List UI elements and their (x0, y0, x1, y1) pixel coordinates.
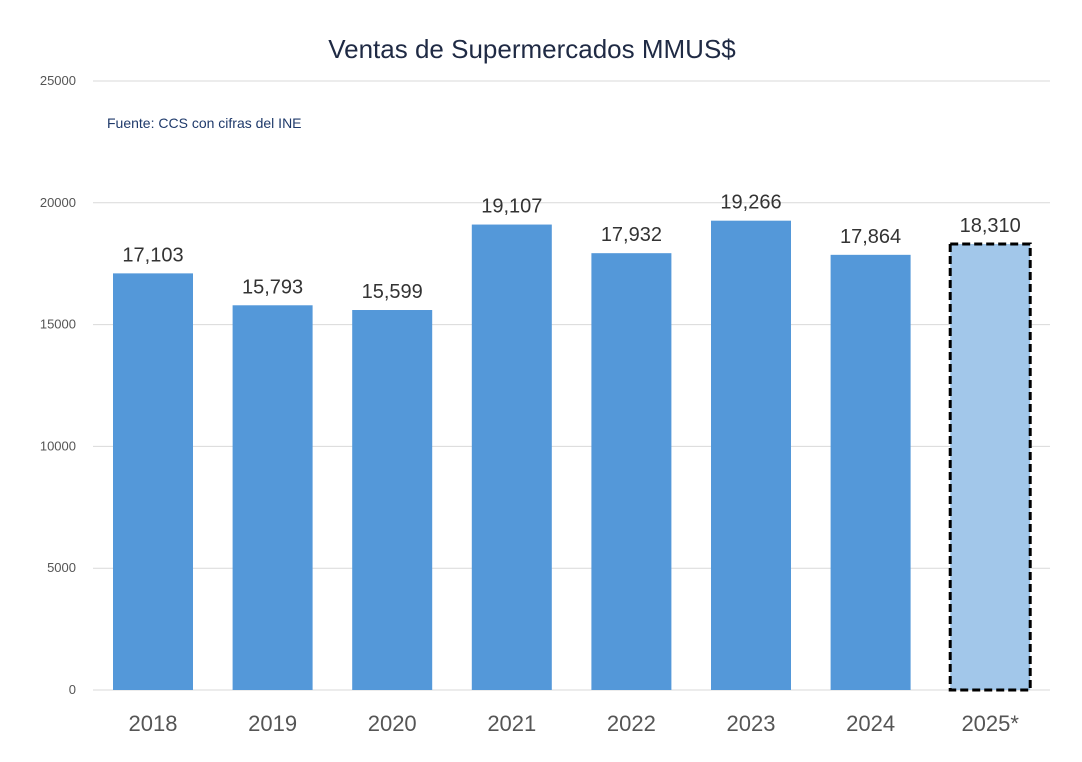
x-tick-label-2023: 2023 (727, 711, 776, 736)
x-tick-label-2020: 2020 (368, 711, 417, 736)
bar-2020 (352, 310, 433, 690)
y-axis-ticks: 0 5000 10000 15000 20000 25000 (40, 73, 76, 697)
data-label-2019: 15,793 (242, 276, 303, 298)
data-label-2020: 15,599 (362, 281, 423, 303)
bar-2021 (471, 224, 552, 691)
data-label-2025-projected: 18,310 (960, 215, 1021, 237)
data-label-2021: 19,107 (481, 196, 542, 218)
y-tick-label: 5000 (47, 560, 76, 575)
bar-2024 (830, 254, 911, 691)
x-tick-label-2019: 2019 (248, 711, 297, 736)
bar-2023 (711, 220, 791, 690)
y-tick-label: 25000 (40, 73, 76, 88)
data-label-2023: 19,266 (720, 192, 781, 214)
x-tick-label-2024: 2024 (846, 711, 895, 736)
bar-2019 (232, 305, 313, 690)
y-tick-label: 15000 (40, 317, 76, 332)
x-tick-label-2018: 2018 (129, 711, 178, 736)
y-tick-label: 10000 (40, 438, 76, 453)
y-tick-label: 20000 (40, 195, 76, 210)
data-label-2024: 17,864 (840, 226, 901, 248)
data-label-2022: 17,932 (601, 224, 662, 246)
x-tick-label-2025-projected: 2025* (961, 711, 1019, 736)
bar-2022 (591, 253, 672, 690)
bars (113, 220, 1032, 692)
bar-2018 (113, 273, 193, 690)
chart-title: Ventas de Supermercados MMUS$ (328, 34, 736, 64)
data-labels: 17,103 15,793 15,599 19,107 17,932 19,266 17,8… (122, 192, 1020, 303)
bar-2025-projected (948, 242, 1032, 692)
x-axis-ticks: 2018 2019 2020 2021 2022 2023 2024 2025* (129, 711, 1020, 736)
y-tick-label: 0 (69, 682, 76, 697)
data-label-2018: 17,103 (122, 244, 183, 266)
x-tick-label-2022: 2022 (607, 711, 656, 736)
x-tick-label-2021: 2021 (487, 711, 536, 736)
source-annotation: Fuente: CCS con cifras del INE (107, 115, 302, 131)
